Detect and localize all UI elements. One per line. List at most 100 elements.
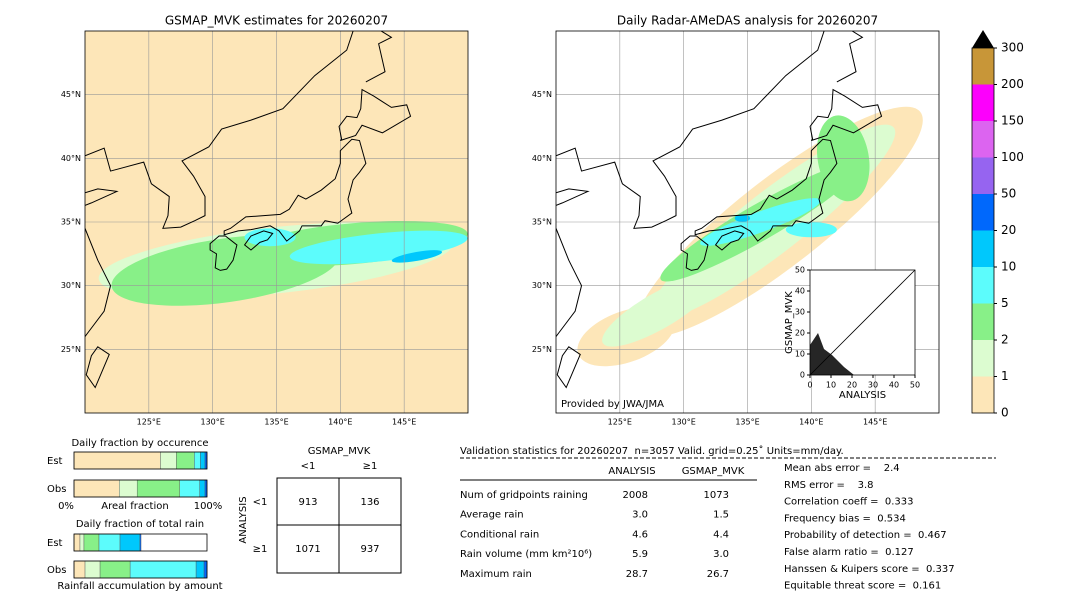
bar-frame [73, 479, 208, 498]
fraction-segment [73, 560, 86, 579]
stat-label: Rain volume (mm km²10⁶) [460, 549, 592, 560]
stat-value: 3.0 [632, 510, 648, 521]
fraction-segment [195, 560, 205, 579]
x-tick-label: 0 [807, 381, 812, 390]
map-title: GSMAP_MVK estimates for 20260207 [165, 14, 388, 28]
fraction-segment [99, 560, 131, 579]
fraction-title: Daily fraction by occurence [71, 438, 208, 449]
stat-label: Num of gridpoints raining [460, 490, 588, 501]
colorbar-label: 200 [1001, 77, 1024, 91]
x-tick-label: 10 [826, 381, 836, 390]
axis-label: Rainfall accumulation by amount [57, 581, 222, 592]
coastline [85, 188, 119, 206]
fraction-segment [139, 533, 142, 552]
map-layer [556, 31, 939, 413]
map-layer [85, 31, 468, 413]
lat-label: 30°N [532, 281, 552, 290]
stat-value: 1073 [704, 490, 729, 501]
y-axis-label: GSMAP_MVK [784, 291, 795, 354]
coastline [85, 228, 112, 337]
col-label: ≥1 [363, 461, 378, 472]
coastline [556, 188, 590, 206]
x-axis-label: ANALYSIS [839, 390, 886, 401]
bar-frame [73, 533, 208, 552]
rain-area [734, 214, 751, 223]
coastline [209, 235, 238, 271]
column-header: ANALYSIS [608, 466, 655, 477]
lon-label: 135°E [264, 418, 288, 427]
lat-label: 45°N [61, 90, 81, 99]
score: Probability of detection = 0.467 [784, 530, 947, 541]
lat-label: 40°N [61, 154, 81, 163]
score: Frequency bias = 0.534 [784, 513, 906, 524]
axis-label: Areal fraction [101, 501, 168, 512]
y-tick-label: 50 [795, 266, 805, 275]
coastline [365, 31, 393, 83]
fraction-segment [160, 451, 177, 470]
stat-label: Average rain [460, 510, 524, 521]
row-label: Obs [47, 484, 66, 495]
bar-frame [73, 451, 208, 470]
stat-value: 4.6 [632, 529, 648, 540]
lat-label: 35°N [532, 218, 552, 227]
colorbar-label: 100 [1001, 150, 1024, 164]
colorbar-band [972, 303, 994, 340]
coastline [338, 88, 412, 141]
lon-label: 145°E [392, 418, 416, 427]
score: RMS error = 3.8 [784, 480, 874, 491]
fraction-title: Daily fraction of total rain [76, 519, 204, 530]
map [84, 30, 469, 414]
coastline [694, 138, 838, 242]
row-label: <1 [253, 497, 268, 508]
lat-label: 25°N [61, 345, 81, 354]
axis-label: 0% [58, 501, 74, 512]
colorbar-label: 20 [1001, 223, 1016, 237]
axis-label: 100% [194, 501, 223, 512]
column-header: GSMAP_MVK [682, 466, 745, 477]
lon-label: 140°E [328, 418, 352, 427]
colorbar-band [972, 267, 994, 304]
colorbar-label: 300 [1001, 41, 1024, 55]
validation-header: Validation statistics for 20260207 n=305… [460, 445, 844, 457]
fraction-segment [176, 451, 195, 470]
stat-value: 2008 [623, 490, 648, 501]
rain-area [602, 275, 715, 347]
map-frame [84, 30, 469, 414]
fraction-segment [119, 479, 138, 498]
x-tick-label: 40 [889, 381, 899, 390]
colorbar-label: 1 [1001, 369, 1009, 383]
y-tick-label: 10 [795, 350, 805, 359]
fraction-segment [73, 533, 81, 552]
coastline [85, 346, 110, 389]
colorbar-band [972, 48, 994, 85]
coastline [809, 88, 883, 141]
stat-value: 5.9 [632, 549, 648, 560]
fraction-segment [79, 533, 85, 552]
stat-label: Maximum rain [460, 569, 532, 580]
y-tick-label: 0 [800, 371, 805, 380]
lat-label: 25°N [532, 345, 552, 354]
lat-label: 40°N [532, 154, 552, 163]
fraction-segment [194, 451, 201, 470]
row-label: Est [47, 456, 63, 467]
lon-label: 125°E [137, 418, 161, 427]
point-cloud [810, 333, 854, 375]
rain-area [289, 230, 468, 265]
fraction-segment [84, 560, 101, 579]
map-frame [555, 30, 940, 414]
fraction-segment [200, 451, 206, 470]
lon-label: 145°E [863, 418, 887, 427]
lat-label: 30°N [61, 281, 81, 290]
fraction-segment [119, 533, 141, 552]
colorbar-band [972, 121, 994, 158]
score: Correlation coeff = 0.333 [784, 497, 914, 508]
coastline [556, 346, 581, 389]
x-tick-label: 30 [868, 381, 878, 390]
colorbar-label: 10 [1001, 260, 1016, 274]
fraction-segment [73, 479, 120, 498]
colorbar-label: 2 [1001, 333, 1009, 347]
bar-frame [73, 560, 208, 579]
colorbar-band [972, 84, 994, 121]
y-tick-label: 40 [795, 287, 805, 296]
fraction-segment [136, 479, 180, 498]
